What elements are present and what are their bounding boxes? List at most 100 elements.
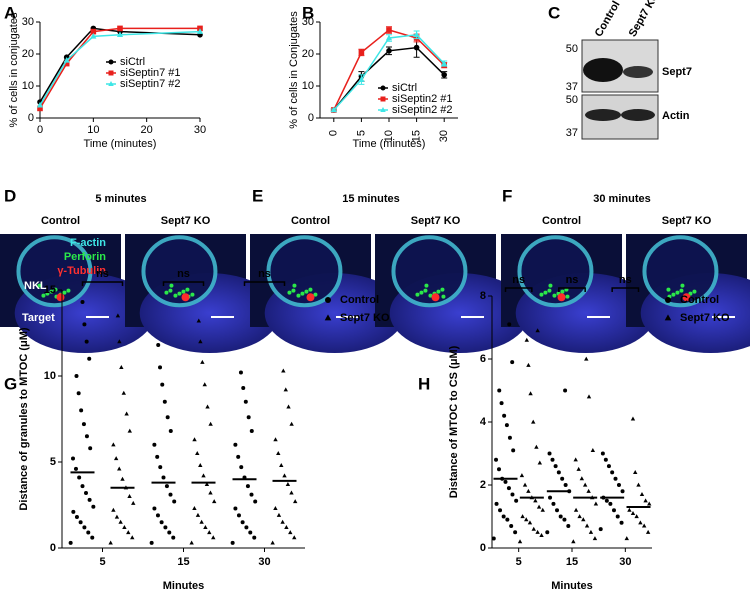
point — [233, 442, 238, 447]
point — [573, 507, 579, 512]
point — [273, 506, 278, 511]
point — [198, 463, 203, 468]
y-tick-label: 15 — [44, 284, 56, 296]
granule — [304, 289, 309, 294]
point — [70, 456, 75, 461]
point — [158, 365, 163, 370]
band — [621, 109, 655, 121]
panel-label: F — [502, 186, 512, 205]
point — [155, 454, 160, 459]
legend-label: siSeptin2 #2 — [392, 104, 453, 116]
granule — [428, 293, 433, 298]
granule — [552, 293, 557, 298]
point — [498, 508, 503, 513]
point — [441, 60, 448, 66]
point — [289, 490, 294, 495]
point — [571, 539, 576, 544]
point — [127, 494, 132, 498]
point — [502, 413, 507, 418]
point — [588, 529, 594, 534]
nkl-cell — [16, 235, 93, 308]
lane-label: Sept7 KO — [627, 0, 662, 39]
panel-label: D — [4, 186, 16, 205]
marker: 37 — [566, 81, 578, 93]
point — [230, 540, 235, 545]
granule — [423, 288, 428, 293]
point — [117, 339, 122, 344]
granule — [308, 287, 313, 292]
point — [519, 473, 525, 478]
granule — [49, 289, 54, 294]
lane-label: Control — [593, 0, 623, 39]
legend-label: siSeptin2 #1 — [392, 93, 453, 105]
point — [117, 25, 123, 32]
point — [641, 523, 647, 528]
point — [192, 506, 197, 511]
y-tick-label: 2 — [480, 479, 486, 491]
point — [192, 437, 197, 442]
y-tick-label: 30 — [302, 16, 314, 28]
point — [81, 422, 86, 427]
point — [643, 498, 648, 503]
point — [592, 536, 598, 541]
annotation: ns — [96, 268, 109, 280]
condition-label: Control — [41, 215, 80, 227]
granule — [539, 292, 544, 297]
point — [584, 523, 590, 528]
marker: 50 — [566, 43, 578, 55]
significance-bracket — [504, 287, 533, 292]
point — [244, 525, 249, 530]
point — [212, 499, 217, 504]
granule — [45, 291, 50, 296]
y-axis-label: Distance of MTOC to CS (μM) — [448, 345, 460, 498]
point — [238, 370, 243, 375]
point — [503, 479, 508, 484]
y-tick-label: 5 — [50, 456, 56, 468]
granule — [440, 287, 445, 292]
point — [566, 523, 571, 528]
point — [195, 512, 201, 517]
granule — [173, 293, 178, 298]
point — [630, 416, 636, 421]
annotation: ns — [619, 274, 632, 286]
panel-label: C — [548, 3, 560, 22]
panel-label: A — [4, 3, 16, 22]
point — [282, 473, 287, 478]
point — [83, 490, 88, 495]
granule — [679, 288, 684, 293]
marker: 37 — [566, 127, 578, 139]
y-tick-label: 0 — [480, 542, 486, 554]
time-label: 15 minutes — [342, 193, 399, 205]
point — [560, 476, 565, 481]
granule — [313, 292, 318, 297]
legend-label: siSeptin7 #2 — [120, 78, 181, 90]
y-tick-label: 6 — [480, 353, 486, 365]
point — [386, 48, 392, 54]
legend-marker — [380, 107, 386, 112]
point — [630, 510, 636, 515]
granule — [692, 289, 697, 294]
point — [76, 391, 81, 396]
point — [249, 492, 254, 497]
point — [127, 428, 132, 433]
point — [152, 506, 157, 511]
point — [590, 447, 596, 452]
point — [171, 535, 176, 540]
point — [286, 404, 291, 409]
cell-label: Target — [22, 312, 55, 324]
point — [155, 513, 160, 518]
x-tick-label: 15 — [411, 130, 423, 142]
granule — [53, 287, 58, 292]
legend-label: siCtrl — [392, 82, 417, 94]
point — [130, 535, 135, 540]
granule — [666, 287, 671, 292]
point — [511, 448, 516, 453]
point — [198, 339, 203, 344]
point — [593, 501, 599, 506]
band — [583, 58, 623, 82]
point — [533, 498, 538, 503]
mtoc — [557, 293, 566, 302]
point — [239, 465, 244, 470]
point — [196, 318, 201, 323]
point — [647, 501, 652, 506]
